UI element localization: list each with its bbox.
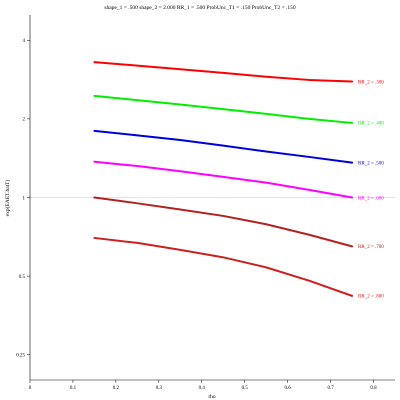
x-tick-label: 0.5 <box>242 386 249 391</box>
x-tick-label: 0.8 <box>370 386 377 391</box>
series-label-1: RR_2 = .300 <box>358 80 384 85</box>
y-axis-title: exp(EAET.hatT) <box>4 179 11 216</box>
series-group <box>93 61 354 297</box>
y-tick-label: 4 <box>23 39 26 44</box>
series-line-6 <box>93 236 354 297</box>
x-tick-label: 0.6 <box>285 386 292 391</box>
y-tick-label: 1 <box>23 196 26 201</box>
y-axis-ticks: 0.25 0.5 1 2 4 <box>16 39 30 358</box>
y-tick-label: 2 <box>23 118 26 123</box>
series-line-3 <box>93 129 354 164</box>
x-tick-label: 0.3 <box>156 386 163 391</box>
series-label-4: RR_2 = .600 <box>358 196 384 201</box>
series-label-2: RR_2 = .400 <box>358 122 384 127</box>
x-tick-label: 0 <box>29 386 32 391</box>
chart-title: shape_1 = .500 shape_2 = 2.000 RR_1 = .5… <box>104 5 296 11</box>
series-line-1 <box>93 61 354 83</box>
x-tick-label: 0.7 <box>327 386 334 391</box>
series-line-4 <box>93 160 354 199</box>
series-label-5: RR_2 = .700 <box>358 245 384 250</box>
x-tick-label: 0.2 <box>113 386 120 391</box>
x-tick-label: 0.1 <box>70 386 77 391</box>
series-line-5 <box>93 196 354 248</box>
y-tick-label: 0.25 <box>16 353 25 358</box>
x-axis-title: rho <box>208 394 216 400</box>
series-line-2 <box>93 94 354 124</box>
x-tick-label: 0.4 <box>199 386 206 391</box>
series-label-3: RR_2 = .500 <box>358 161 384 166</box>
series-label-6: RR_2 = .800 <box>358 295 384 300</box>
series-labels: RR_2 = .300 RR_2 = .400 RR_2 = .500 RR_2 = … <box>358 80 384 299</box>
y-tick-label: 0.5 <box>19 275 26 280</box>
x-axis-ticks: 0 0.1 0.2 0.3 0.4 0.5 0.6 0.7 0.8 <box>29 380 377 391</box>
